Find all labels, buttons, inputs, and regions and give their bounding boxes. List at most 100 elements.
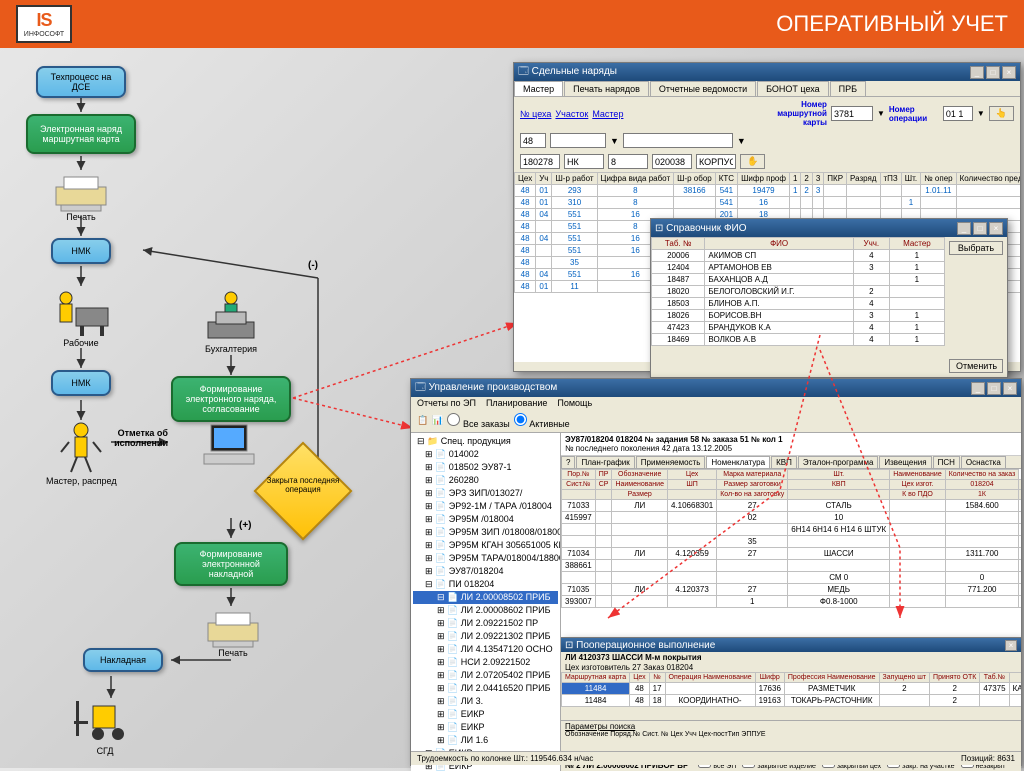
menu-item[interactable]: Помощь xyxy=(557,398,592,408)
status-right: Позиций: 8631 xyxy=(961,754,1015,763)
tree-item[interactable]: ⊞ 📄 ЭР95М ТАРА/018004/188004 xyxy=(413,552,558,565)
tab2-3[interactable]: Номенклатура xyxy=(706,456,770,468)
tree-item[interactable]: ⊞ 📄 ЭРЗ ЗИП/013027/ xyxy=(413,487,558,500)
titlebar-naryady[interactable]: 🗔 Сдельные наряды _ □ × xyxy=(514,63,1020,81)
inp-master-sel[interactable] xyxy=(623,133,733,148)
inp-r2[interactable] xyxy=(652,154,692,169)
tab-3[interactable]: БОНОТ цеха xyxy=(757,81,829,96)
tab-1[interactable]: Печать нарядов xyxy=(564,81,649,96)
titlebar-fio[interactable]: ⊡ Справочник ФИО _ □ × xyxy=(651,219,1007,237)
tab-2[interactable]: Отчетные ведомости xyxy=(650,81,756,96)
fio-row[interactable]: 47423БРАНДУКОВ К.А41 xyxy=(652,322,945,334)
tab2-8[interactable]: Оснастка xyxy=(961,456,1006,468)
fio-max-icon[interactable]: □ xyxy=(973,222,987,235)
tree-item[interactable]: ⊞ 📄 ЛИ 2.09221502 ПР xyxy=(413,617,558,630)
radio-active[interactable] xyxy=(514,412,527,427)
inp-r2[interactable] xyxy=(696,154,736,169)
tree-item[interactable]: ⊞ 📄 ЭР92-1М / ТАРА /018004 xyxy=(413,500,558,513)
tree-item[interactable]: ⊟ 📄 ЛИ 2.00008502 ПРИБ xyxy=(413,591,558,604)
table-row[interactable]: 71034ЛИ4.12035927ШАССИ1311.700 xyxy=(562,548,1022,560)
fio-row[interactable]: 12404АРТАМОНОВ ЕВ31 xyxy=(652,262,945,274)
tree-item[interactable]: ⊞ 📄 ЛИ 2.04416520 ПРИБ xyxy=(413,682,558,695)
tree-item[interactable]: ⊞ 📄 НСИ 2.09221502 xyxy=(413,656,558,669)
inp-r2[interactable] xyxy=(564,154,604,169)
tab2-4[interactable]: КВП xyxy=(771,456,797,468)
table-row[interactable]: 48013108541161016 xyxy=(515,197,1021,209)
fio-row[interactable]: 18026БОРИСОВ.ВН31 xyxy=(652,310,945,322)
inp-r2[interactable] xyxy=(608,154,648,169)
menu-item[interactable]: Отчеты по ЭП xyxy=(417,398,476,408)
table-row[interactable]: 4801293838166541194791231.01.11016 xyxy=(515,185,1021,197)
tree-root[interactable]: ⊟ 📁 Спец. продукция xyxy=(413,435,558,448)
logo: ISИНФОСОФТ xyxy=(16,5,72,43)
table-row[interactable]: 3930071Ф0.8-1000 xyxy=(562,596,1022,608)
tree-item[interactable]: ⊞ 📄 ЛИ 4.13547120 ОСНО xyxy=(413,643,558,656)
tree-item[interactable]: ⊟ 📄 ПИ 018204 xyxy=(413,578,558,591)
close-icon[interactable]: × xyxy=(1002,66,1016,79)
minimize-icon[interactable]: _ xyxy=(970,66,984,79)
inp-nmk[interactable] xyxy=(831,106,873,121)
printer-icon: Печать xyxy=(46,172,116,222)
table-row[interactable]: 71033ЛИ4.1066830127СТАЛЬ1584.6003 xyxy=(562,500,1022,512)
table-row[interactable]: 4159970210 xyxy=(562,512,1022,524)
w2-close-icon[interactable]: × xyxy=(1003,382,1017,395)
tab2-2[interactable]: Применяемость xyxy=(636,456,706,468)
w2-max-icon[interactable]: □ xyxy=(987,382,1001,395)
tree-item[interactable]: ⊞ 📄 ЛИ 1.6 xyxy=(413,734,558,747)
tab-4[interactable]: ПРБ xyxy=(830,81,866,96)
tree-item[interactable]: ⊞ 📄 ЭУ87/018204 xyxy=(413,565,558,578)
table-row[interactable]: 71035ЛИ4.12037327МЕДЬ771.2001 xyxy=(562,584,1022,596)
poop-row[interactable]: 11484481717636РАЗМЕТЧИК2247375КАНДЫБА С.… xyxy=(562,683,1022,695)
tree-item[interactable]: ⊞ 📄 ЛИ 2.07205402 ПРИБ xyxy=(413,669,558,682)
inp-r2[interactable] xyxy=(520,154,560,169)
win-poop: ⊡ Пооперационное выполнение × ЛИ 4120373… xyxy=(561,637,1021,753)
table-row[interactable]: 388661 xyxy=(562,560,1022,572)
poop-close-icon[interactable]: × xyxy=(1005,640,1017,651)
titlebar-upr[interactable]: 🗔 Управление производством _ □ × xyxy=(411,379,1021,397)
tree-item[interactable]: ⊞ 📄 ЭР95М КГАН 305651005 КМЧ xyxy=(413,539,558,552)
tree-item[interactable]: ⊞ 📄 014002 xyxy=(413,448,558,461)
fc-otmetka: Отметка обисполнении xyxy=(108,428,168,448)
maximize-icon[interactable]: □ xyxy=(986,66,1000,79)
tree-item[interactable]: ⊞ 📄 260280 xyxy=(413,474,558,487)
btn-cancel[interactable]: Отменить xyxy=(949,359,1003,373)
inp-ceh[interactable] xyxy=(520,133,546,148)
tree-item[interactable]: ⊞ 📄 ЛИ 2.00008602 ПРИБ xyxy=(413,604,558,617)
fio-row[interactable]: 20006АКИМОВ СП41 xyxy=(652,250,945,262)
fio-min-icon[interactable]: _ xyxy=(957,222,971,235)
radio-all[interactable] xyxy=(447,412,460,427)
tree-item[interactable]: ⊞ 📄 ЛИ 3. xyxy=(413,695,558,708)
tab2-5[interactable]: Эталон-программа xyxy=(798,456,879,468)
logo-text: IS xyxy=(36,10,51,31)
table-row[interactable]: 35 xyxy=(562,536,1022,548)
tab2-0[interactable]: ? xyxy=(561,456,575,468)
table-row[interactable]: СМ 00 xyxy=(562,572,1022,584)
fio-row[interactable]: 18020БЕЛОГОЛОВСКИЙ И.Г.2 xyxy=(652,286,945,298)
inp-uch-sel[interactable] xyxy=(550,133,606,148)
btn-hand-icon[interactable]: 👆 xyxy=(989,106,1014,121)
tree-item[interactable]: ⊞ 📄 ЛИ 2.09221302 ПРИБ xyxy=(413,630,558,643)
poop-row[interactable]: 114844818КООРДИНАТНО-19163ТОКАРЬ-РАСТОЧН… xyxy=(562,695,1022,707)
tab2-6[interactable]: Извещения xyxy=(879,456,931,468)
titlebar-poop[interactable]: ⊡ Пооперационное выполнение × xyxy=(561,638,1021,652)
table-row[interactable]: 6Н14 6Н14 6 Н14 6 ШТУК xyxy=(562,524,1022,536)
win1-title: Сдельные наряды xyxy=(532,66,617,77)
btn-go[interactable]: ✋ xyxy=(740,154,765,169)
menu-item[interactable]: Планирование xyxy=(486,398,547,408)
inp-nop[interactable] xyxy=(943,106,973,121)
tree-item[interactable]: ⊞ 📄 018502 ЭУ87-1 xyxy=(413,461,558,474)
fio-row[interactable]: 18469ВОЛКОВ А.В41 xyxy=(652,334,945,346)
tree-item[interactable]: ⊞ 📄 ЭР95М /018004 xyxy=(413,513,558,526)
tab2-7[interactable]: ПСН xyxy=(933,456,960,468)
tab-0[interactable]: Мастер xyxy=(514,81,563,96)
fio-close-icon[interactable]: × xyxy=(989,222,1003,235)
tree-item[interactable]: ⊞ 📄 ЕИКР xyxy=(413,721,558,734)
printer2-icon: Печать xyxy=(198,608,268,658)
tab2-1[interactable]: План-график xyxy=(576,456,634,468)
fio-row[interactable]: 18487БАХАНЦОВ А.Д1 xyxy=(652,274,945,286)
btn-select[interactable]: Выбрать xyxy=(949,241,1003,255)
tree-item[interactable]: ⊞ 📄 ЕИКР xyxy=(413,708,558,721)
tree-item[interactable]: ⊞ 📄 ЭР95М ЗИП /018008/018009 xyxy=(413,526,558,539)
fio-row[interactable]: 18503БЛИНОВ А.П.4 xyxy=(652,298,945,310)
w2-min-icon[interactable]: _ xyxy=(971,382,985,395)
